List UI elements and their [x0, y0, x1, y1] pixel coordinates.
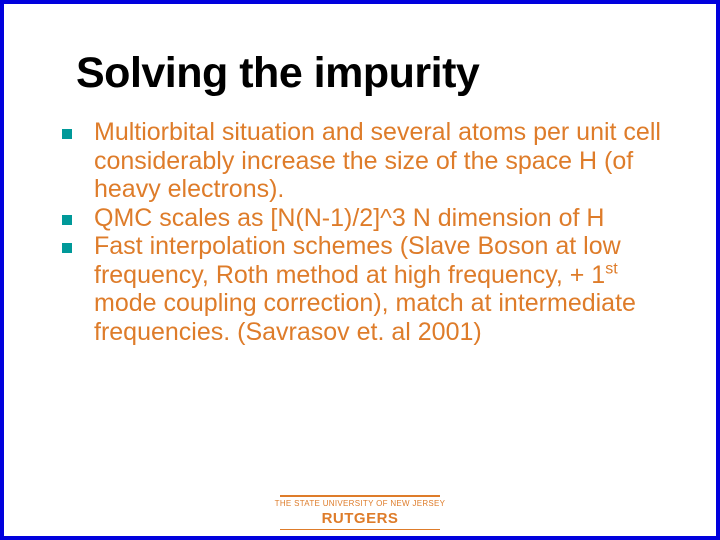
bullet-icon: [62, 129, 72, 139]
bullet-icon: [62, 215, 72, 225]
footer-subtitle: THE STATE UNIVERSITY OF NEW JERSEY: [4, 497, 716, 509]
footer: THE STATE UNIVERSITY OF NEW JERSEY RUTGE…: [4, 495, 716, 530]
slide-title: Solving the impurity: [4, 4, 716, 110]
bullet-text: QMC scales as [N(N-1)/2]^3 N dimension o…: [94, 204, 605, 233]
footer-divider: [280, 529, 440, 531]
list-item: Multiorbital situation and several atoms…: [62, 118, 670, 204]
bullet-text: Multiorbital situation and several atoms…: [94, 118, 670, 204]
list-item: QMC scales as [N(N-1)/2]^3 N dimension o…: [62, 204, 670, 233]
footer-title: RUTGERS: [4, 509, 716, 529]
bullet-text: Fast interpolation schemes (Slave Boson …: [94, 232, 670, 346]
bullet-list: Multiorbital situation and several atoms…: [4, 110, 716, 346]
bullet-icon: [62, 243, 72, 253]
list-item: Fast interpolation schemes (Slave Boson …: [62, 232, 670, 346]
